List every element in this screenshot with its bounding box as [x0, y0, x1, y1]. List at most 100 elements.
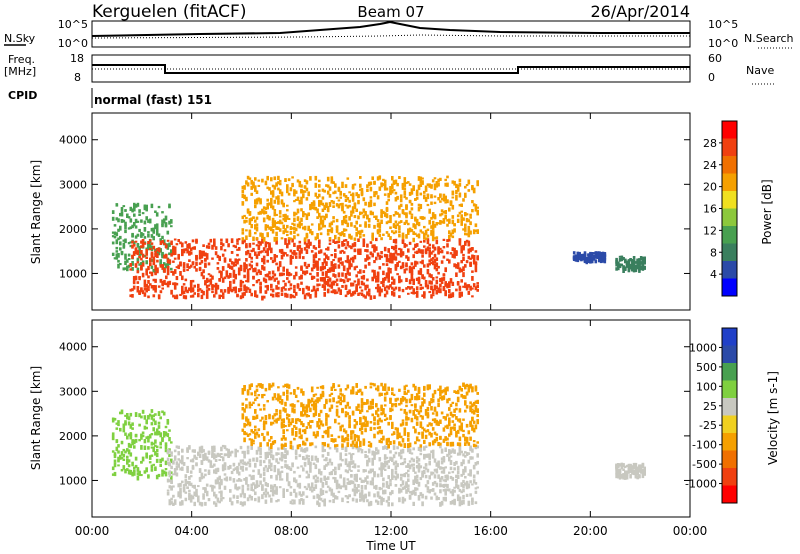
echo-cell: [403, 409, 407, 414]
echo-cell: [465, 383, 469, 387]
echo-cell: [462, 453, 465, 457]
echo-cell: [252, 474, 255, 480]
echo-cell: [262, 266, 266, 271]
echo-cell: [264, 207, 268, 211]
echo-cell: [435, 182, 439, 187]
echo-cell: [360, 275, 364, 280]
echo-cell: [415, 286, 419, 290]
echo-cell: [202, 475, 205, 479]
echo-cell: [355, 421, 358, 426]
echo-cell: [380, 404, 383, 409]
echo-cell: [250, 441, 253, 446]
echo-cell: [376, 195, 380, 200]
echo-cell: [375, 387, 378, 391]
echo-cell: [353, 241, 357, 245]
echo-cell: [355, 192, 358, 197]
echo-cell: [310, 388, 314, 393]
echo-cell: [129, 412, 133, 417]
echo-cell: [337, 272, 341, 278]
echo-cell: [155, 431, 159, 436]
echo-cell: [120, 250, 124, 256]
echo-cell: [620, 263, 624, 267]
echo-cell: [383, 183, 387, 189]
echo-cell: [143, 415, 147, 420]
echo-cell: [465, 452, 469, 456]
echo-cell: [318, 283, 321, 286]
echo-cell: [451, 219, 455, 225]
echo-cell: [157, 430, 161, 436]
echo-cell: [408, 227, 412, 233]
echo-cell: [453, 486, 456, 489]
echo-cell: [164, 442, 168, 447]
echo-cell: [262, 258, 266, 263]
echo-cell: [179, 482, 182, 487]
echo-cell: [351, 282, 355, 287]
echo-cell: [133, 202, 136, 207]
echo-cell: [460, 214, 463, 219]
echo-cell: [195, 456, 198, 460]
echo-cell: [255, 483, 259, 488]
echo-cell: [636, 466, 639, 469]
echo-cell: [207, 472, 211, 475]
echo-cell: [181, 290, 184, 295]
echo-cell: [337, 400, 341, 404]
noise-tick-top-left: 10^5: [58, 18, 88, 31]
echo-cell: [618, 259, 622, 262]
echo-cell: [284, 408, 287, 413]
echo-cell: [636, 258, 639, 262]
echo-cell: [254, 188, 257, 192]
echo-cell: [424, 231, 428, 236]
echo-cell: [280, 191, 284, 197]
echo-cell: [639, 466, 643, 472]
echo-cell: [133, 445, 136, 449]
echo-cell: [403, 392, 407, 395]
echo-cell: [376, 229, 380, 233]
echo-cell: [270, 384, 273, 388]
echo-cell: [415, 243, 419, 247]
echo-cell: [302, 491, 305, 496]
echo-cell: [312, 254, 316, 259]
beam-title: Beam 07: [357, 3, 424, 21]
echo-cell: [342, 265, 346, 269]
echo-cell: [456, 398, 460, 403]
echo-cell: [131, 427, 134, 430]
echo-cell: [328, 267, 332, 272]
echo-cell: [382, 477, 385, 482]
echo-cell: [182, 290, 186, 295]
echo-cell: [424, 463, 428, 467]
echo-cell: [414, 403, 417, 408]
echo-cell: [159, 259, 162, 263]
echo-cell: [433, 183, 437, 187]
echo-cell: [419, 492, 423, 495]
velocity-ylabel: Slant Range [km]: [29, 366, 43, 470]
echo-cell: [375, 410, 378, 414]
echo-cell: [472, 428, 476, 433]
echo-cell: [403, 182, 407, 187]
echo-cell: [471, 386, 474, 389]
echo-cell: [394, 249, 398, 254]
echo-cell: [319, 218, 323, 223]
echo-cell: [348, 289, 351, 295]
echo-cell: [348, 463, 351, 468]
echo-cell: [446, 386, 449, 392]
echo-cell: [211, 284, 214, 287]
echo-cell: [270, 497, 273, 503]
echo-cell: [291, 499, 294, 502]
echo-cell: [460, 260, 463, 264]
echo-cell: [150, 271, 154, 277]
echo-cell: [293, 425, 296, 428]
echo-cell: [421, 249, 424, 255]
echo-cell: [147, 285, 150, 289]
echo-cell: [341, 261, 344, 266]
echo-cell: [433, 468, 437, 472]
echo-cell: [464, 185, 467, 189]
echo-cell: [277, 187, 280, 191]
echo-cell: [428, 385, 431, 390]
echo-cell: [312, 462, 316, 465]
echo-cell: [638, 263, 641, 266]
echo-cell: [270, 436, 273, 440]
echo-cell: [255, 294, 259, 298]
echo-cell: [305, 180, 309, 183]
echo-cell: [407, 473, 410, 478]
